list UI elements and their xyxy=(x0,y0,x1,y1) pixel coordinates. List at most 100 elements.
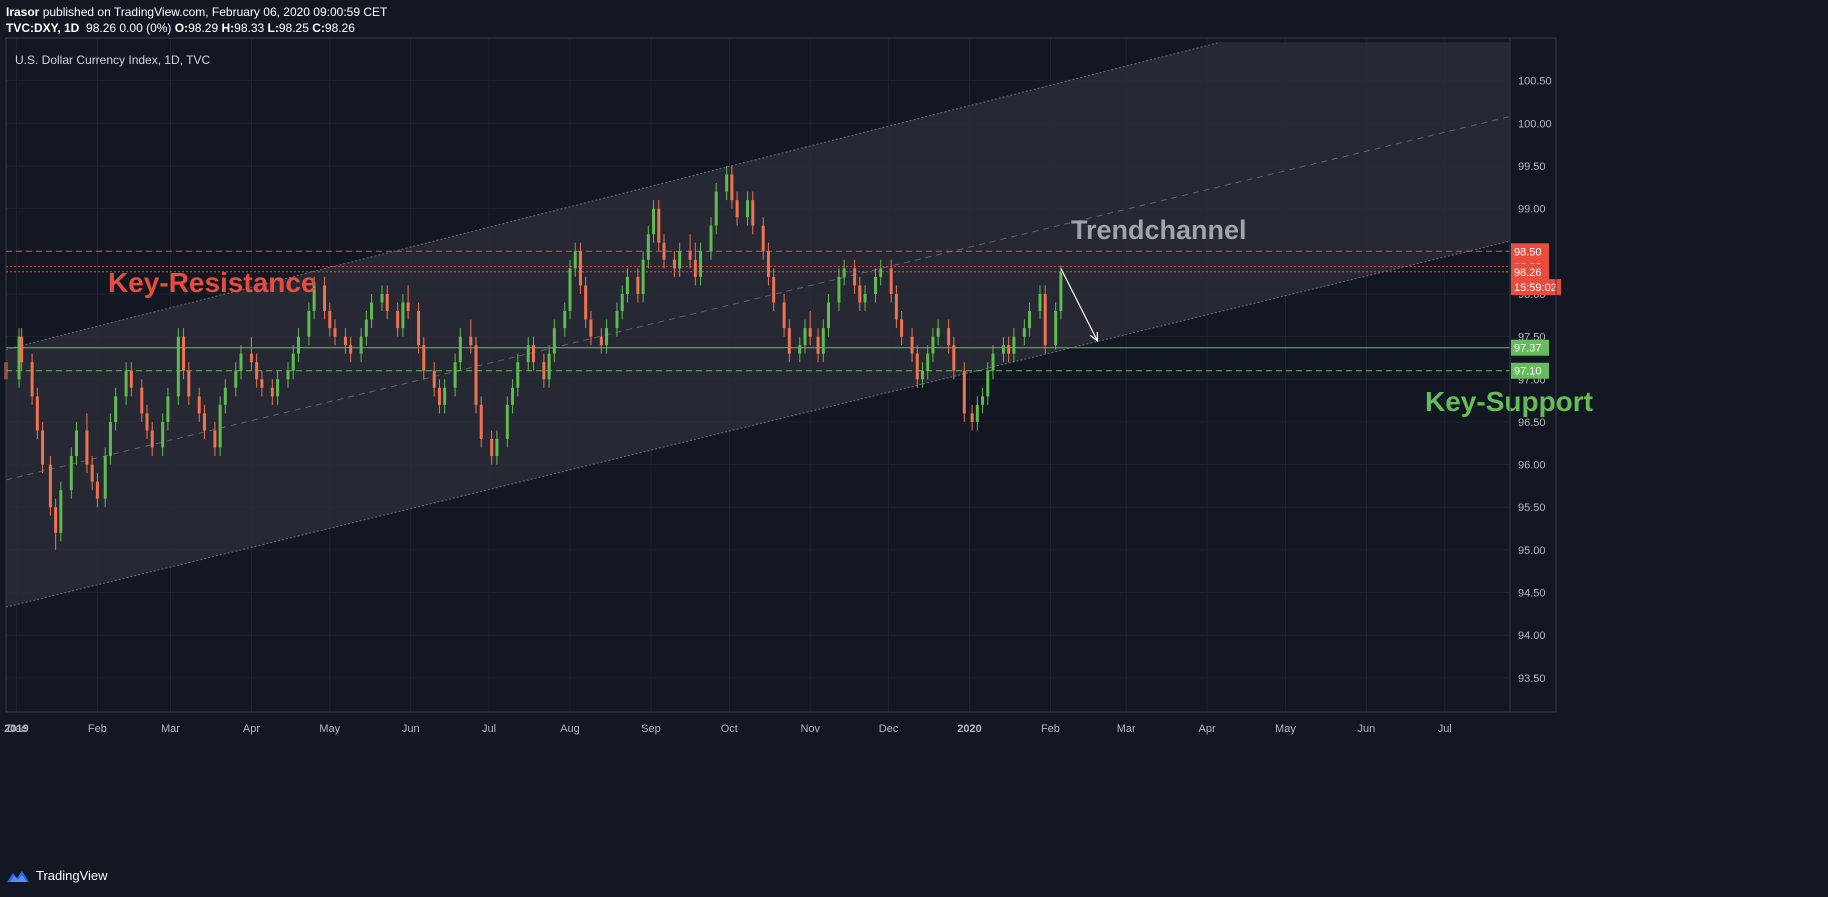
price-chart[interactable]: Key-Resistance Trendchannel Key-Support 93… xyxy=(0,0,1828,860)
x-tick-label: Jul xyxy=(482,723,496,735)
horizontal-levels xyxy=(6,250,1510,372)
annotation-label: Trendchannel xyxy=(1071,215,1247,245)
open-label: O: xyxy=(174,21,189,35)
candle-body xyxy=(474,345,478,405)
candle-body xyxy=(751,200,755,226)
annotation-layer: Key-Resistance Trendchannel Key-Support xyxy=(108,215,1593,417)
candle-body xyxy=(714,191,718,226)
candle-body xyxy=(915,353,919,380)
candle-body xyxy=(495,438,499,457)
price-tag-label: 97.10 xyxy=(1514,366,1542,378)
x-tick-label: 2019 xyxy=(4,723,28,735)
x-tick-label: Mar xyxy=(1117,723,1136,735)
candle-body xyxy=(48,464,52,508)
candle-body xyxy=(931,336,935,354)
candle-body xyxy=(437,387,441,405)
y-tick-label: 95.00 xyxy=(1518,545,1546,557)
candle-body xyxy=(323,285,327,312)
candle-body xyxy=(150,430,154,448)
candle-body xyxy=(709,225,713,252)
candle-body xyxy=(270,387,274,397)
candle-body xyxy=(879,268,883,277)
candle-body xyxy=(140,387,144,414)
price-tag-label: 98.26 xyxy=(1514,267,1542,279)
candle-body xyxy=(657,208,661,243)
x-tick-label: Sep xyxy=(641,723,661,735)
candle-body xyxy=(75,430,78,457)
candle-body xyxy=(625,276,629,294)
candle-body xyxy=(213,430,217,448)
low-value: 98.25 xyxy=(278,21,309,35)
candle-body xyxy=(910,336,914,354)
price-tag: 98.26 xyxy=(1511,263,1549,280)
candle-body xyxy=(328,311,332,329)
candle-body xyxy=(255,362,259,380)
candle-body xyxy=(858,285,862,303)
candle-body xyxy=(370,302,374,320)
candle-body xyxy=(730,174,734,201)
annotation-label: Key-Resistance xyxy=(108,267,317,298)
candle-body xyxy=(69,456,73,491)
candle-body xyxy=(312,285,316,312)
y-tick-label: 100.50 xyxy=(1518,76,1552,88)
candle-body xyxy=(1054,311,1058,346)
candle-body xyxy=(672,259,676,269)
x-tick-label: Apr xyxy=(1199,723,1216,735)
x-tick-label: Feb xyxy=(1041,723,1060,735)
candle-body xyxy=(688,251,692,260)
symbol-label: TVC:DXY, 1D xyxy=(6,21,80,35)
candle-body xyxy=(526,345,530,363)
candle-body xyxy=(35,396,39,431)
candle-body xyxy=(1022,328,1026,337)
candle-body xyxy=(725,174,729,192)
chart-frame xyxy=(5,37,1557,713)
candle-body xyxy=(453,362,457,388)
candle-body xyxy=(853,268,857,286)
candle-body xyxy=(479,404,483,439)
candle-body xyxy=(735,200,739,218)
candle-body xyxy=(599,336,603,346)
candle-body xyxy=(573,251,577,269)
brand-label: TradingView xyxy=(36,868,108,883)
candle-body xyxy=(85,430,89,465)
candle-body xyxy=(641,259,645,294)
x-tick-label: Feb xyxy=(88,723,107,735)
channel-lower-line xyxy=(5,240,1511,608)
publish-line: Irasor published on TradingView.com, Feb… xyxy=(6,5,387,19)
candle-body xyxy=(103,456,107,499)
arrow-line xyxy=(1060,268,1098,342)
candle-body xyxy=(422,345,426,371)
candle-body xyxy=(108,421,112,457)
candle-body xyxy=(620,293,624,312)
candle-body xyxy=(605,328,609,346)
y-tick-label: 99.50 xyxy=(1518,161,1546,173)
x-tick-label: Apr xyxy=(243,723,260,735)
y-tick-label: 99.00 xyxy=(1518,204,1546,216)
price-axis[interactable]: 93.5094.0094.5095.0095.5096.0096.5097.00… xyxy=(1511,76,1561,685)
candle-body xyxy=(766,251,770,277)
candle-body xyxy=(239,353,243,371)
candle-body xyxy=(746,200,750,218)
candle-body xyxy=(761,225,765,252)
y-tick-label: 96.50 xyxy=(1518,417,1546,429)
candle-body xyxy=(490,438,494,457)
candle-body xyxy=(114,396,118,422)
candle-body xyxy=(970,413,974,422)
candle-body xyxy=(821,328,825,354)
x-tick-label: Mar xyxy=(161,723,180,735)
candle-body xyxy=(584,285,588,320)
candle-body xyxy=(223,387,227,405)
x-tick-label: Jun xyxy=(402,723,420,735)
candle-body xyxy=(952,345,956,371)
close-label: C: xyxy=(312,21,325,35)
x-tick-label: Dec xyxy=(879,723,899,735)
price-tag-bg xyxy=(1511,243,1549,260)
candle-body xyxy=(837,276,841,303)
x-tick-label: Jun xyxy=(1358,723,1376,735)
candle-body xyxy=(20,336,24,363)
y-tick-label: 100.00 xyxy=(1518,118,1552,130)
footer-brand[interactable]: TradingView xyxy=(6,868,108,883)
candle-body xyxy=(54,507,58,533)
candle-body xyxy=(693,259,697,277)
